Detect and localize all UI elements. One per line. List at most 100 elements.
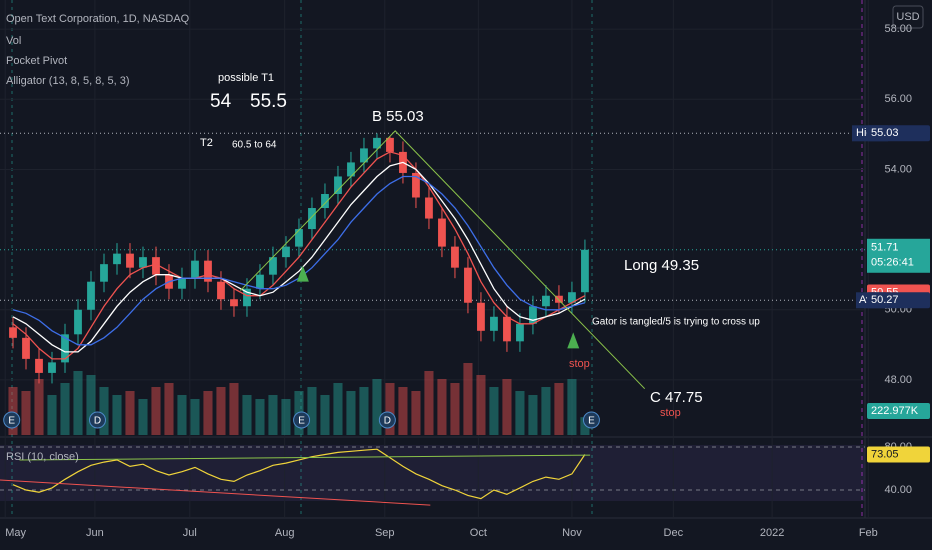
volume-bar: [320, 395, 330, 435]
rsi-title: RSI (10, close): [6, 451, 79, 463]
candle-body: [451, 246, 459, 268]
volume-bar: [229, 383, 239, 435]
volume-bar: [580, 417, 590, 435]
last-price: 51.71: [871, 242, 899, 254]
candle-body: [334, 176, 342, 194]
indicator-label: Vol: [6, 35, 21, 47]
volume-bar: [489, 387, 499, 435]
x-tick-label: Jul: [183, 527, 197, 539]
volume-bar: [242, 395, 252, 435]
currency-box[interactable]: [892, 5, 924, 29]
volume-bar: [216, 387, 226, 435]
candle-body: [321, 193, 329, 209]
volume-bar: [359, 387, 369, 435]
volume-bar: [398, 387, 408, 435]
candle-body: [191, 260, 199, 279]
avg-value: 50.27: [871, 294, 899, 306]
event-label: E: [298, 416, 305, 427]
annotation: possible T1: [218, 72, 274, 84]
candle-body: [581, 249, 589, 293]
volume-bar: [34, 379, 44, 435]
volume-bar: [385, 383, 395, 435]
event-label: E: [8, 416, 15, 427]
candle-body: [48, 362, 56, 373]
volume-bar: [554, 383, 564, 435]
candle-body: [204, 260, 212, 282]
currency[interactable]: USD: [896, 11, 919, 23]
candle-body: [178, 278, 186, 289]
volume-bar: [502, 379, 512, 435]
volume-bar: [138, 399, 148, 435]
rsi-trendline: [0, 479, 431, 506]
indicator-label: Pocket Pivot: [6, 55, 67, 67]
y-tick-label: 56.00: [884, 93, 912, 105]
candle-body: [35, 358, 43, 373]
event-label: E: [588, 416, 595, 427]
rsi-tag: 73.05: [871, 448, 899, 460]
countdown: 05:26:41: [871, 257, 914, 269]
annotation: Gator is tangled/5 is trying to cross up: [592, 317, 760, 328]
candle-body: [256, 274, 264, 289]
candle-body: [542, 295, 550, 307]
candle-body: [61, 334, 69, 363]
x-tick-label: Jun: [86, 527, 104, 539]
candle-body: [74, 309, 82, 335]
candle-body: [152, 257, 160, 275]
volume-bar: [203, 391, 213, 435]
volume-bar: [268, 395, 278, 435]
y-tick-label: 40.00: [884, 484, 912, 496]
event-icon: [582, 411, 600, 429]
volume-bar: [164, 383, 174, 435]
event-icon: [378, 411, 396, 429]
event-label: D: [94, 416, 101, 427]
y-tick-label: 54.00: [884, 163, 912, 175]
volume-bar: [528, 395, 538, 435]
volume-bar: [177, 395, 187, 435]
candle-body: [100, 264, 108, 282]
candle-body: [295, 229, 303, 247]
candle-body: [503, 316, 511, 342]
volume-bar: [424, 371, 434, 435]
candle-body: [386, 137, 394, 152]
candle-body: [477, 302, 485, 331]
volume-bar: [21, 391, 31, 435]
candle-body: [568, 292, 576, 303]
candle-body: [529, 306, 537, 324]
volume-bar: [73, 371, 83, 435]
annotation: 60.5 to 64: [232, 140, 277, 151]
candle-body: [113, 253, 121, 265]
y-tick-label: 58.00: [884, 23, 912, 35]
volume-bar: [346, 391, 356, 435]
indicator-label: Alligator (13, 8, 5, 8, 5, 3): [6, 75, 130, 87]
candle-body: [9, 327, 17, 338]
volume-bar: [99, 387, 109, 435]
x-tick-label: Nov: [562, 527, 582, 539]
rsi-line: [12, 448, 586, 500]
event-icon: [88, 411, 106, 429]
volume-bar: [60, 383, 70, 435]
annotation: stop: [660, 407, 681, 419]
x-tick-label: Aug: [275, 527, 295, 539]
symbol-title: Open Text Corporation, 1D, NASDAQ: [6, 13, 190, 25]
candle-body: [438, 218, 446, 247]
annotation: C 47.75: [650, 389, 703, 406]
alligator-line: [12, 151, 586, 360]
volume-bar: [437, 379, 447, 435]
high-value-box: [867, 125, 930, 142]
candle-body: [243, 288, 251, 307]
candle-body: [269, 257, 277, 275]
volume-bar: [151, 387, 161, 435]
signal-marker: [296, 265, 309, 282]
volume-bar: [125, 391, 135, 435]
alligator-line: [12, 161, 586, 353]
annotation: 55.5: [250, 91, 287, 112]
volume-tag: 222.977K: [871, 405, 919, 417]
volume-bar: [307, 387, 317, 435]
rsi-trendline: [19, 454, 591, 461]
candle-body: [347, 162, 355, 177]
candle-body: [217, 281, 225, 300]
volume-bar: [372, 379, 382, 435]
x-tick-label: May: [5, 527, 26, 539]
annotation: Long 49.35: [624, 257, 699, 274]
